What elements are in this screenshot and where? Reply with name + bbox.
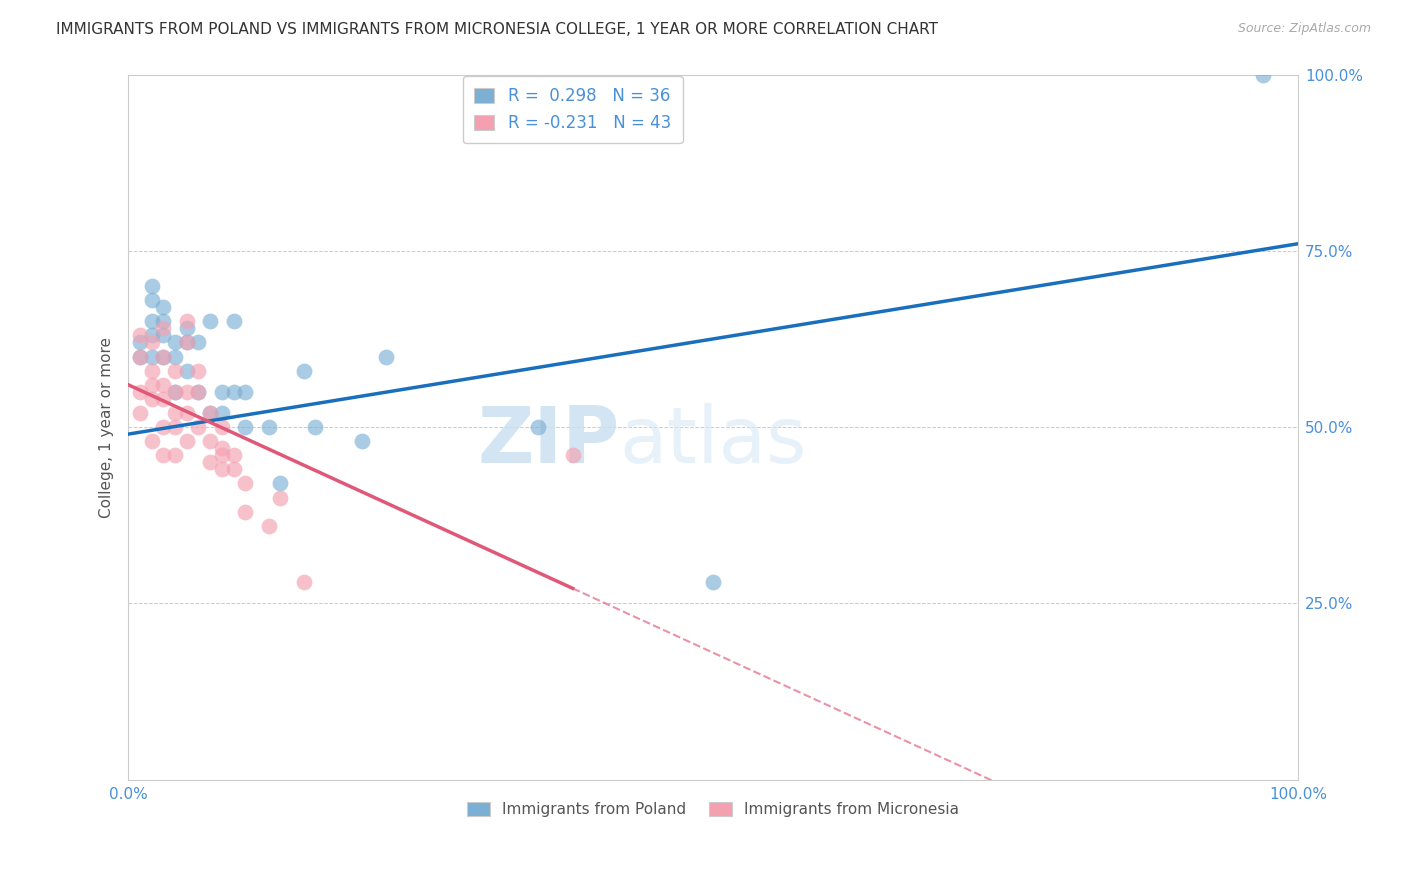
Text: Source: ZipAtlas.com: Source: ZipAtlas.com — [1237, 22, 1371, 36]
Point — [304, 420, 326, 434]
Point — [198, 406, 221, 420]
Text: atlas: atlas — [620, 403, 807, 479]
Point — [152, 350, 174, 364]
Point — [163, 364, 186, 378]
Point — [141, 328, 163, 343]
Point — [198, 455, 221, 469]
Point — [152, 392, 174, 406]
Point — [222, 448, 245, 462]
Point — [163, 350, 186, 364]
Point — [141, 314, 163, 328]
Point — [352, 434, 374, 449]
Point — [292, 575, 315, 590]
Point — [129, 406, 152, 420]
Point — [187, 384, 209, 399]
Point — [141, 392, 163, 406]
Y-axis label: College, 1 year or more: College, 1 year or more — [100, 336, 114, 517]
Point — [152, 350, 174, 364]
Point — [129, 384, 152, 399]
Point — [141, 377, 163, 392]
Point — [152, 321, 174, 335]
Point — [1251, 68, 1274, 82]
Point — [141, 293, 163, 307]
Point — [141, 279, 163, 293]
Point — [163, 420, 186, 434]
Point — [141, 434, 163, 449]
Point — [211, 448, 233, 462]
Point — [152, 448, 174, 462]
Point — [129, 350, 152, 364]
Point — [152, 420, 174, 434]
Point — [129, 350, 152, 364]
Point — [176, 314, 198, 328]
Point — [152, 300, 174, 314]
Point — [129, 328, 152, 343]
Point — [211, 384, 233, 399]
Point — [141, 350, 163, 364]
Point — [187, 364, 209, 378]
Point — [198, 406, 221, 420]
Point — [211, 462, 233, 476]
Point — [211, 441, 233, 455]
Point — [257, 518, 280, 533]
Point — [141, 364, 163, 378]
Point — [176, 321, 198, 335]
Point — [374, 350, 396, 364]
Point — [187, 420, 209, 434]
Point — [163, 384, 186, 399]
Point — [269, 476, 291, 491]
Text: ZIP: ZIP — [477, 403, 620, 479]
Point — [198, 314, 221, 328]
Point — [257, 420, 280, 434]
Point — [222, 384, 245, 399]
Legend: Immigrants from Poland, Immigrants from Micronesia: Immigrants from Poland, Immigrants from … — [460, 795, 967, 825]
Point — [176, 406, 198, 420]
Point — [211, 420, 233, 434]
Point — [187, 384, 209, 399]
Point — [176, 335, 198, 350]
Point — [176, 384, 198, 399]
Point — [163, 335, 186, 350]
Point — [233, 476, 256, 491]
Point — [561, 448, 583, 462]
Point — [176, 335, 198, 350]
Point — [233, 384, 256, 399]
Point — [233, 420, 256, 434]
Point — [233, 505, 256, 519]
Point — [222, 462, 245, 476]
Point — [198, 434, 221, 449]
Point — [152, 377, 174, 392]
Point — [526, 420, 548, 434]
Point — [163, 384, 186, 399]
Point — [222, 314, 245, 328]
Point — [129, 335, 152, 350]
Point — [152, 314, 174, 328]
Point — [292, 364, 315, 378]
Text: IMMIGRANTS FROM POLAND VS IMMIGRANTS FROM MICRONESIA COLLEGE, 1 YEAR OR MORE COR: IMMIGRANTS FROM POLAND VS IMMIGRANTS FRO… — [56, 22, 938, 37]
Point — [163, 406, 186, 420]
Point — [176, 364, 198, 378]
Point — [211, 406, 233, 420]
Point — [152, 328, 174, 343]
Point — [163, 448, 186, 462]
Point — [702, 575, 724, 590]
Point — [269, 491, 291, 505]
Point — [176, 434, 198, 449]
Point — [187, 335, 209, 350]
Point — [141, 335, 163, 350]
